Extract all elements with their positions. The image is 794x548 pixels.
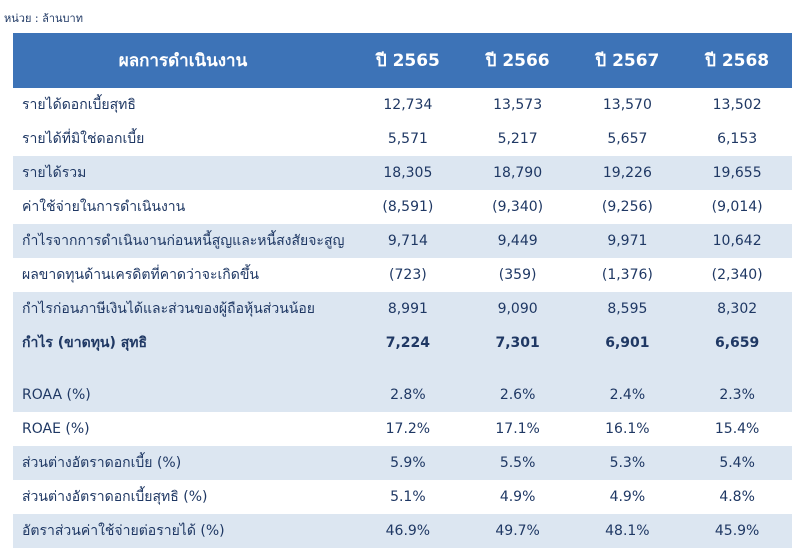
header-year-2568: ปี 2568 xyxy=(705,51,770,71)
table-row: อัตราส่วนค่าใช้จ่ายต่อรายได้ (%) 46.9% 4… xyxy=(13,514,792,548)
cell-value: 5.4% xyxy=(719,455,755,471)
cell-value: 7,224 xyxy=(385,335,431,351)
cell-value: 9,714 xyxy=(387,233,428,249)
row-label: ผลขาดทุนด้านเครดิตที่คาดว่าจะเกิดขึ้น xyxy=(22,267,259,283)
unit-label: หน่วย : ล้านบาท xyxy=(4,12,83,25)
table-row: ส่วนต่างอัตราดอกเบี้ยสุทธิ (%) 5.1% 4.9%… xyxy=(13,480,792,514)
header-year-2565: ปี 2565 xyxy=(375,51,440,71)
cell-value: 2.3% xyxy=(719,387,755,403)
cell-value: 6,659 xyxy=(714,335,760,351)
cell-value: 5,657 xyxy=(607,131,648,147)
table-row-net-profit: กำไร (ขาดทุน) สุทธิ 7,224 7,301 6,901 6,… xyxy=(13,326,792,360)
cell-value: 19,655 xyxy=(712,165,762,181)
cell-value: 15.4% xyxy=(714,421,760,437)
cell-value: (9,256) xyxy=(601,199,653,215)
table-row: รายได้ที่มิใช่ดอกเบี้ย 5,571 5,217 5,657… xyxy=(13,122,792,156)
cell-value: 4.9% xyxy=(499,489,536,505)
cell-value: (723) xyxy=(389,267,427,283)
cell-value: 8,991 xyxy=(387,301,428,317)
cell-value: 9,090 xyxy=(497,301,538,317)
row-label: ส่วนต่างอัตราดอกเบี้ย (%) xyxy=(22,455,182,471)
row-label: รายได้รวม xyxy=(22,165,87,181)
cell-value: (9,340) xyxy=(492,199,544,215)
cell-value: 18,790 xyxy=(493,165,543,181)
cell-value: 9,449 xyxy=(497,233,538,249)
table-row: รายได้ดอกเบี้ยสุทธิ 12,734 13,573 13,570… xyxy=(13,88,792,122)
row-label: ส่วนต่างอัตราดอกเบี้ยสุทธิ (%) xyxy=(22,489,208,505)
cell-value: 17.2% xyxy=(385,421,431,437)
cell-value: 2.4% xyxy=(609,387,646,403)
row-label: ROAE (%) xyxy=(22,421,90,437)
cell-value: (9,014) xyxy=(711,199,763,215)
cell-value: 6,153 xyxy=(717,131,758,147)
row-label: ค่าใช้จ่ายในการดำเนินงาน xyxy=(22,199,186,215)
header-label: ผลการดำเนินงาน xyxy=(118,51,248,71)
table-row: รายได้รวม 18,305 18,790 19,226 19,655 xyxy=(13,156,792,190)
cell-value: 8,302 xyxy=(717,301,758,317)
cell-value: 5,217 xyxy=(497,131,538,147)
cell-value: 5.3% xyxy=(609,455,646,471)
cell-value: (8,591) xyxy=(382,199,434,215)
table-header-row: ผลการดำเนินงาน ปี 2565 ปี 2566 ปี 2567 ป… xyxy=(13,33,792,88)
row-label: กำไร (ขาดทุน) สุทธิ xyxy=(22,335,148,351)
cell-value: 2.6% xyxy=(499,387,536,403)
cell-value: 7,301 xyxy=(495,335,540,351)
table-row: ผลขาดทุนด้านเครดิตที่คาดว่าจะเกิดขึ้น (7… xyxy=(13,258,792,292)
cell-value: 13,573 xyxy=(493,97,543,113)
table-row: ค่าใช้จ่ายในการดำเนินงาน (8,591) (9,340)… xyxy=(13,190,792,224)
row-label: รายได้ดอกเบี้ยสุทธิ xyxy=(22,97,136,113)
cell-value: 5.5% xyxy=(499,455,536,471)
cell-value: (2,340) xyxy=(711,267,763,283)
row-label: รายได้ที่มิใช่ดอกเบี้ย xyxy=(22,131,145,147)
header-year-2566: ปี 2566 xyxy=(485,51,550,71)
cell-value: 46.9% xyxy=(385,523,431,539)
cell-value: 18,305 xyxy=(383,165,433,181)
row-label: ROAA (%) xyxy=(22,387,91,403)
cell-value: 5.1% xyxy=(390,489,426,505)
section-divider xyxy=(13,360,792,378)
cell-value: 19,226 xyxy=(602,165,652,181)
cell-value: 13,502 xyxy=(712,97,762,113)
cell-value: 12,734 xyxy=(383,97,433,113)
cell-value: 48.1% xyxy=(605,523,650,539)
row-label: กำไรก่อนภาษีเงินได้และส่วนของผู้ถือหุ้นส… xyxy=(22,301,315,317)
cell-value: 5.9% xyxy=(390,455,426,471)
performance-table: ผลการดำเนินงาน ปี 2565 ปี 2566 ปี 2567 ป… xyxy=(13,33,792,548)
cell-value: 13,570 xyxy=(602,97,652,113)
cell-value: (359) xyxy=(498,267,537,283)
cell-value: 6,901 xyxy=(605,335,650,351)
cell-value: 10,642 xyxy=(712,233,762,249)
header-year-2567: ปี 2567 xyxy=(595,51,660,71)
table-row: ROAE (%) 17.2% 17.1% 16.1% 15.4% xyxy=(13,412,792,446)
cell-value: 5,571 xyxy=(387,131,428,147)
table-row: กำไรก่อนภาษีเงินได้และส่วนของผู้ถือหุ้นส… xyxy=(13,292,792,326)
cell-value: 4.9% xyxy=(609,489,646,505)
cell-value: 45.9% xyxy=(714,523,760,539)
cell-value: 2.8% xyxy=(390,387,426,403)
table-row: ส่วนต่างอัตราดอกเบี้ย (%) 5.9% 5.5% 5.3%… xyxy=(13,446,792,480)
row-label: อัตราส่วนค่าใช้จ่ายต่อรายได้ (%) xyxy=(22,523,225,539)
cell-value: (1,376) xyxy=(601,267,653,283)
cell-value: 49.7% xyxy=(495,523,540,539)
cell-value: 17.1% xyxy=(495,421,540,437)
table-row: กำไรจากการดำเนินงานก่อนหนี้สูญและหนี้สงส… xyxy=(13,224,792,258)
cell-value: 4.8% xyxy=(719,489,755,505)
cell-value: 8,595 xyxy=(607,301,648,317)
cell-value: 16.1% xyxy=(605,421,650,437)
row-label: กำไรจากการดำเนินงานก่อนหนี้สูญและหนี้สงส… xyxy=(22,233,345,249)
table-row: ROAA (%) 2.8% 2.6% 2.4% 2.3% xyxy=(13,378,792,412)
cell-value: 9,971 xyxy=(607,233,648,249)
